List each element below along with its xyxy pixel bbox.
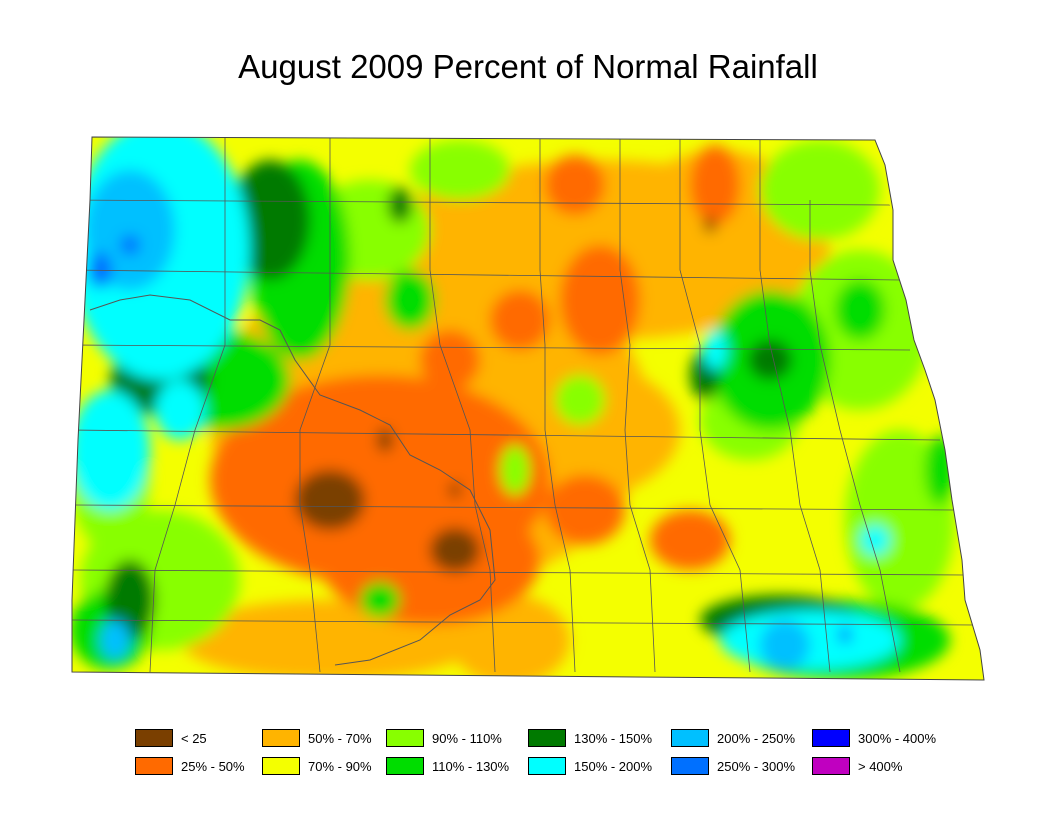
missouri-river [89,294,496,666]
state-outline [71,136,985,681]
rainfall-surface [72,137,984,680]
map-title: August 2009 Percent of Normal Rainfall [238,48,818,85]
county-boundaries [72,137,976,673]
